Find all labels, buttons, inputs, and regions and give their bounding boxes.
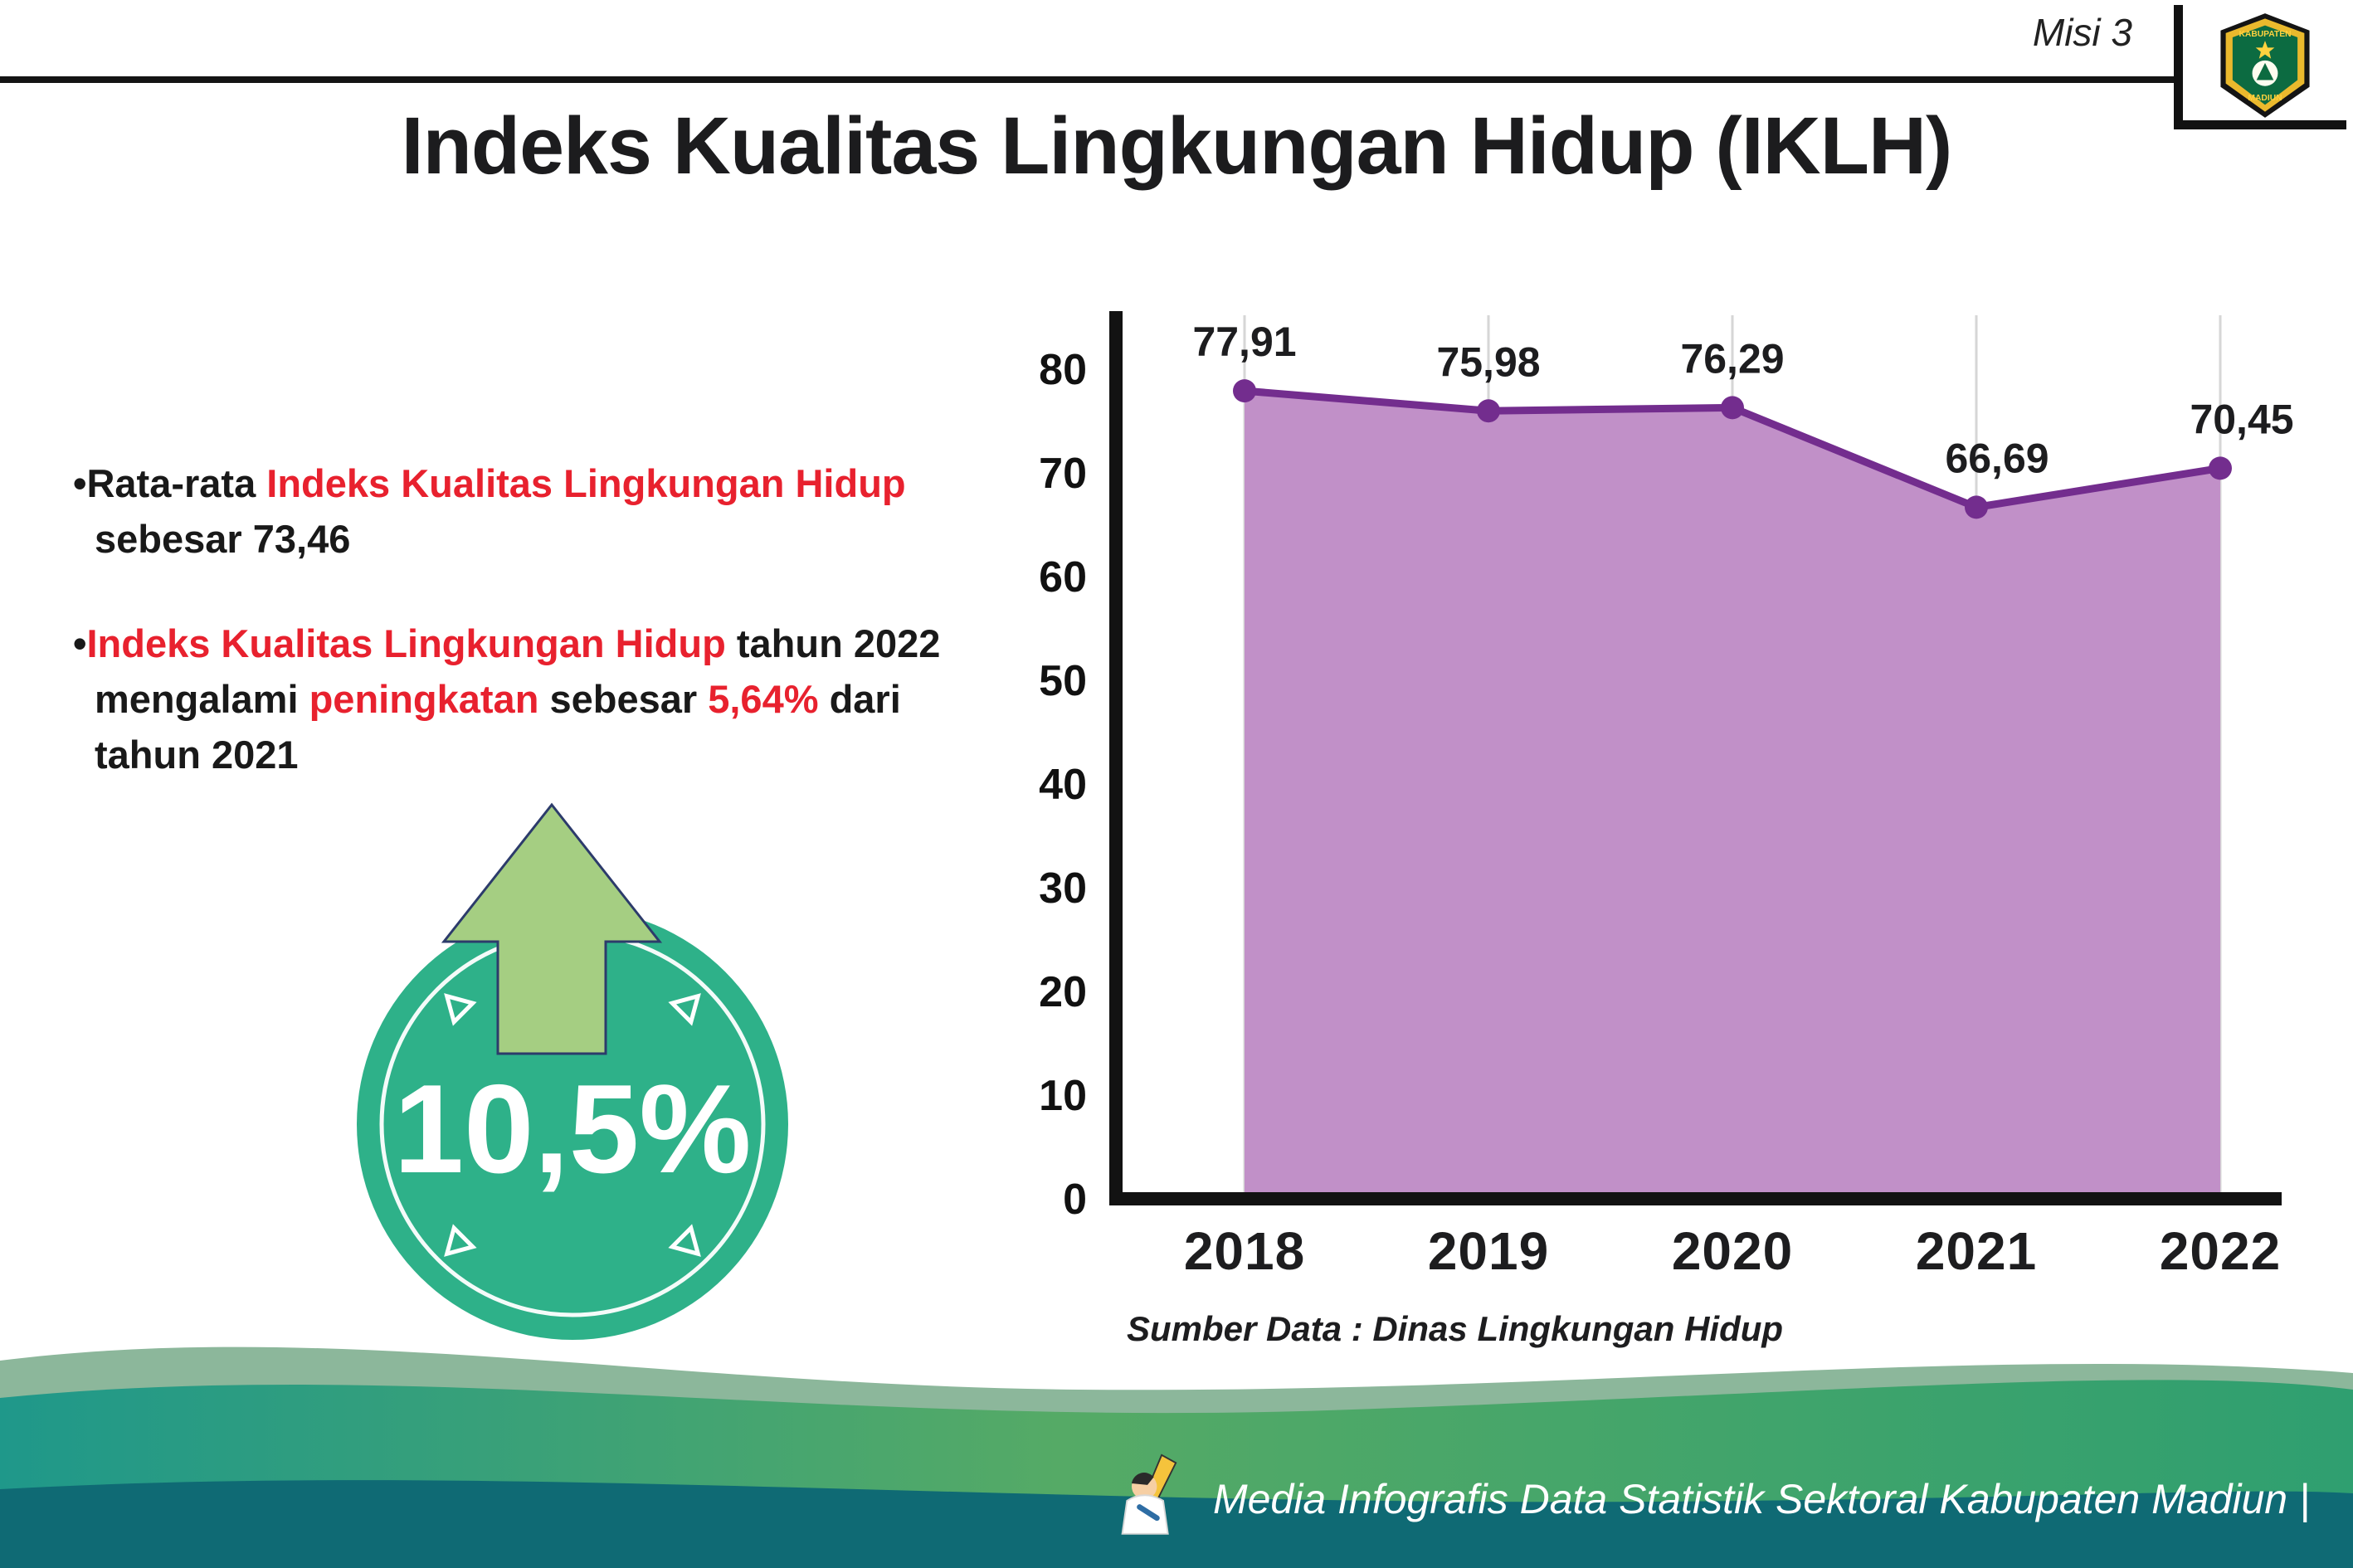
misi-label: Misi 3 <box>2032 11 2132 54</box>
x-label-2018: 2018 <box>1184 1221 1305 1281</box>
badge-triangle-ne <box>668 993 701 1026</box>
footer-wave-bottom <box>0 1480 2353 1568</box>
footer-credit-text: Media Infografis Data Statistik Sektoral… <box>1212 1476 2310 1522</box>
page-title: Indeks Kualitas Lingkungan Hidup (IKLH) <box>401 100 1953 191</box>
badge-circle <box>357 908 788 1340</box>
x-axis <box>1109 1192 2282 1205</box>
badge-triangle-se <box>668 1224 701 1257</box>
kabupaten-madiun-logo: KABUPATEN MADIUN <box>2219 13 2310 118</box>
data-point-2018 <box>1233 379 1256 403</box>
footer-waves <box>0 1346 2353 1568</box>
x-label-2022: 2022 <box>2160 1221 2281 1281</box>
bullet-increase: •Indeks Kualitas Lingkungan Hidup tahun … <box>73 616 965 782</box>
value-label-2022: 70,45 <box>2190 396 2293 442</box>
summary-bullets: •Rata-rata Indeks Kualitas Lingkungan Hi… <box>73 456 965 833</box>
y-tick-0: 0 <box>1063 1176 1087 1224</box>
value-label-2020: 76,29 <box>1680 335 1784 382</box>
y-tick-50: 50 <box>1039 657 1087 705</box>
mascot-arm <box>1137 1504 1160 1522</box>
badge-triangle-sw <box>444 1224 477 1257</box>
top-divider-rule <box>0 76 2175 83</box>
badge-triangle-nw <box>444 993 477 1026</box>
area-fill <box>1245 391 2220 1199</box>
iklh-chart: 77,91 75,98 76,29 66,69 70,45 0 10 20 30 40 50 60 70… <box>1004 290 2315 1348</box>
bullet-glyph: • <box>73 621 87 666</box>
y-axis <box>1109 311 1123 1205</box>
bullet1-text-1: Rata-rata <box>86 461 267 505</box>
value-label-2019: 75,98 <box>1436 338 1540 385</box>
bullet2-text-1: tahun 2022 mengalami <box>95 621 941 722</box>
y-tick-70: 70 <box>1039 450 1087 498</box>
mascot-hair <box>1131 1473 1154 1485</box>
footer-credit: Media Infografis Data Statistik Sektoral… <box>1116 1450 2310 1548</box>
logo-tree <box>2256 62 2273 80</box>
y-tick-60: 60 <box>1039 553 1087 601</box>
y-tick-10: 10 <box>1039 1072 1087 1120</box>
x-label-2019: 2019 <box>1428 1221 1549 1281</box>
bullet1-text-2: sebesar 73,46 <box>95 516 351 561</box>
logo-text-kabupaten: KABUPATEN <box>2239 30 2291 39</box>
bullet2-highlight-1: Indeks Kualitas Lingkungan Hidup <box>86 621 726 666</box>
increase-badge <box>357 802 788 1340</box>
y-tick-40: 40 <box>1039 761 1087 809</box>
bullet-average: •Rata-rata Indeks Kualitas Lingkungan Hi… <box>73 456 965 567</box>
bullet-glyph: • <box>73 461 87 505</box>
data-point-2019 <box>1477 399 1500 423</box>
data-point-2020 <box>1721 396 1744 420</box>
logo-frame: KABUPATEN MADIUN <box>2174 5 2346 129</box>
value-label-2021: 66,69 <box>1945 435 2049 481</box>
y-tick-20: 20 <box>1039 968 1087 1016</box>
chart-source: Sumber Data : Dinas Lingkungan Hidup <box>1127 1309 1784 1348</box>
iklh-area-chart: 77,91 75,98 76,29 66,69 70,45 0 10 20 30 40 50 60 70… <box>1039 311 2294 1281</box>
bullet1-highlight: Indeks Kualitas Lingkungan Hidup <box>266 461 906 505</box>
value-label-2018: 77,91 <box>1192 319 1296 365</box>
data-point-2022 <box>2209 456 2232 480</box>
x-label-2021: 2021 <box>1916 1221 2037 1281</box>
logo-star <box>2255 41 2274 59</box>
bullet2-highlight-3: 5,64% <box>708 677 819 722</box>
increase-percentage: 10,5% <box>393 1059 752 1200</box>
x-label-2020: 2020 <box>1672 1221 1793 1281</box>
bullet2-text-2: sebesar <box>538 677 709 722</box>
mascot-body <box>1121 1494 1169 1535</box>
bullet2-text-3: dari tahun 2021 <box>95 677 901 777</box>
logo-text-madiun: MADIUN <box>2248 94 2282 103</box>
y-tick-80: 80 <box>1039 346 1087 394</box>
bullet2-highlight-2: peningkatan <box>309 677 539 722</box>
data-point-2021 <box>1965 495 1988 519</box>
up-arrow-icon <box>441 802 663 1055</box>
y-tick-30: 30 <box>1039 864 1087 913</box>
mascot-icon <box>1121 1454 1177 1535</box>
